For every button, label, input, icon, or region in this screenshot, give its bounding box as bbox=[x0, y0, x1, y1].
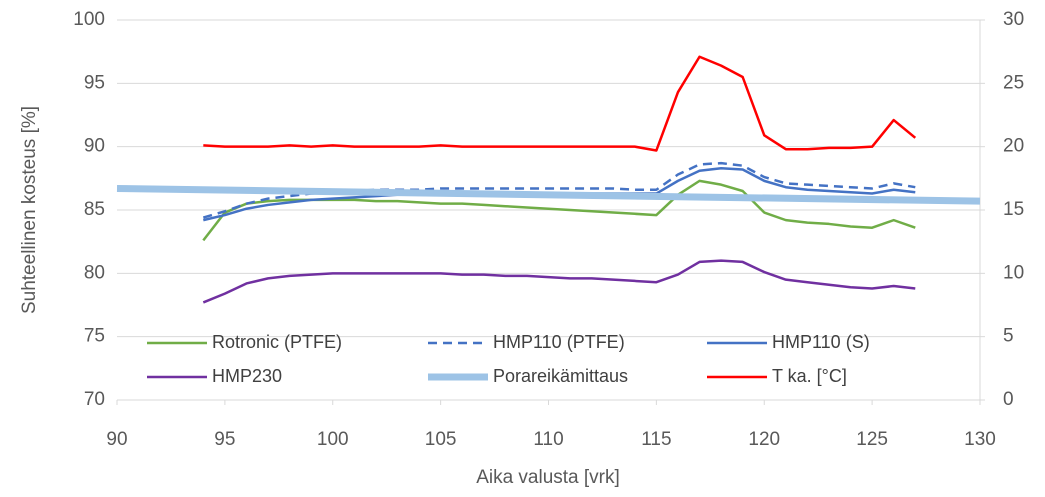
legend-label: Porareikämittaus bbox=[493, 366, 628, 386]
x-tick-label: 110 bbox=[533, 429, 563, 450]
y-tick-label: 95 bbox=[84, 72, 105, 93]
series-line bbox=[202, 259, 916, 304]
x-tick-label: 130 bbox=[964, 429, 996, 450]
x-tick-label: 120 bbox=[748, 429, 780, 450]
y2-tick-label: 10 bbox=[1003, 262, 1024, 283]
x-tick-label: 115 bbox=[641, 429, 671, 450]
x-tick-label: 105 bbox=[425, 429, 457, 450]
series-line bbox=[116, 184, 981, 205]
y-tick-label: 100 bbox=[73, 9, 105, 30]
y2-tick-label: 5 bbox=[1003, 326, 1014, 347]
x-tick-label: 95 bbox=[214, 429, 235, 450]
x-tick-label: 125 bbox=[856, 429, 888, 450]
y-tick-label: 80 bbox=[84, 262, 105, 283]
x-tick-label: 90 bbox=[106, 429, 127, 450]
y2-tick-label: 0 bbox=[1003, 389, 1014, 410]
legend-label: HMP110 (S) bbox=[772, 332, 870, 352]
y-tick-label: 75 bbox=[84, 326, 105, 347]
series-line bbox=[203, 55, 917, 152]
y-tick-label: 90 bbox=[84, 136, 105, 157]
y-axis-label: Suhteellinen kosteus [%] bbox=[19, 106, 40, 314]
legend-label: HMP110 (PTFE) bbox=[493, 332, 625, 352]
legend-label: Rotronic (PTFE) bbox=[212, 332, 342, 352]
x-tick-label: 100 bbox=[317, 429, 349, 450]
y2-tick-label: 30 bbox=[1003, 9, 1024, 30]
y2-tick-label: 20 bbox=[1003, 136, 1024, 157]
y-tick-label: 70 bbox=[84, 389, 105, 410]
legend-label: T ka. [°C] bbox=[772, 366, 847, 386]
y2-tick-label: 15 bbox=[1003, 199, 1024, 220]
y-tick-label: 85 bbox=[84, 199, 105, 220]
x-axis-label: Aika valusta [vrk] bbox=[476, 467, 620, 488]
legend-label: HMP230 bbox=[212, 366, 282, 386]
y2-tick-label: 25 bbox=[1003, 72, 1024, 93]
